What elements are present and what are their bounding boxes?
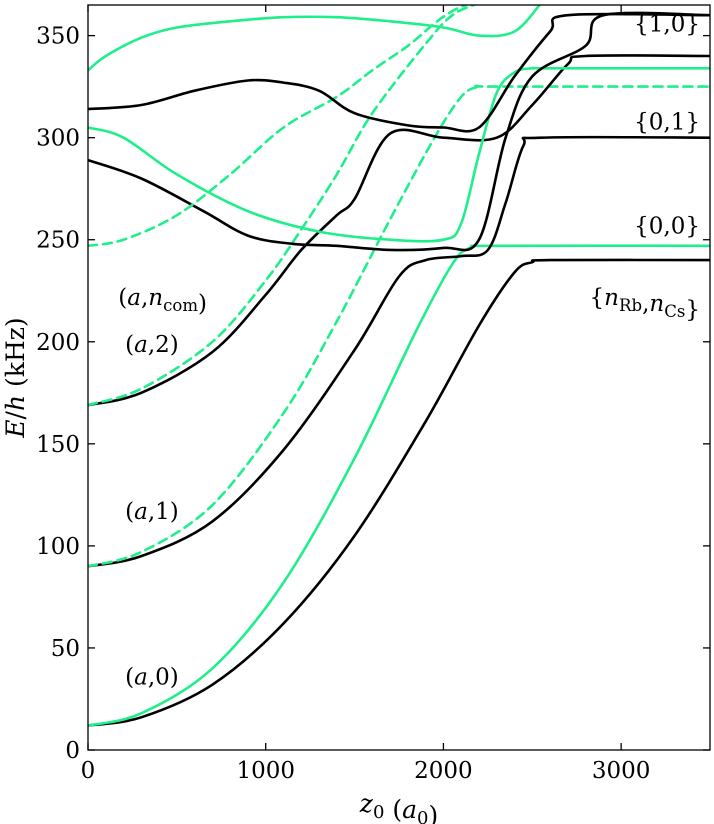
series-green-n2-dashed [88,5,478,407]
annotation-3: (a,0) [125,665,179,691]
series-black-n1 [88,135,710,568]
annotation-0: (a,ncom) [118,285,207,317]
series-green-upper-solid [88,66,710,243]
x-tick-label: 3000 [592,758,651,784]
y-tick-label: 300 [36,126,80,152]
y-tick-label: 200 [36,330,80,356]
annotation-1: (a,2) [125,332,179,358]
x-tick-label: 2000 [414,758,473,784]
y-tick-label: 100 [36,534,80,560]
curves-layer [88,5,710,727]
y-tick-label: 50 [51,636,80,662]
annotation-7: {1,0} [634,11,700,37]
x-tick-label: 1000 [236,758,295,784]
series-green-ground [88,244,710,727]
labels-layer: z0 (a0) E/h (kHz) (a,ncom) (a,2) (a,1) (a,0) {… [1,11,700,824]
y-tick-label: 150 [36,432,80,458]
x-tick-label: 0 [81,758,96,784]
ticks-layer: 0 1000 2000 3000 0 50 100 150 200 250 300 350 [36,5,710,784]
annotation-6: {0,1} [634,109,700,135]
y-tick-label: 350 [36,24,80,50]
plot-frame [87,4,711,751]
series-black-ground [88,258,710,727]
y-tick-label: 0 [65,738,80,764]
annotation-2: (a,1) [125,499,179,525]
series-black-high-1 [88,12,710,133]
series-black-n2 [88,54,710,407]
series-green-high [88,5,542,72]
series-green-n1-dashed [88,84,710,568]
annotation-5: {0,0} [634,213,700,239]
annotation-4: {nRb,nCs} [590,285,700,323]
x-axis-title: z0 (a0) [359,789,438,824]
series-green-upper-dashed [88,5,469,248]
y-tick-label: 250 [36,228,80,254]
y-axis-title: E/h (kHz) [1,317,30,438]
series-black-upper-1 [88,11,710,252]
axes-layer [87,4,711,751]
